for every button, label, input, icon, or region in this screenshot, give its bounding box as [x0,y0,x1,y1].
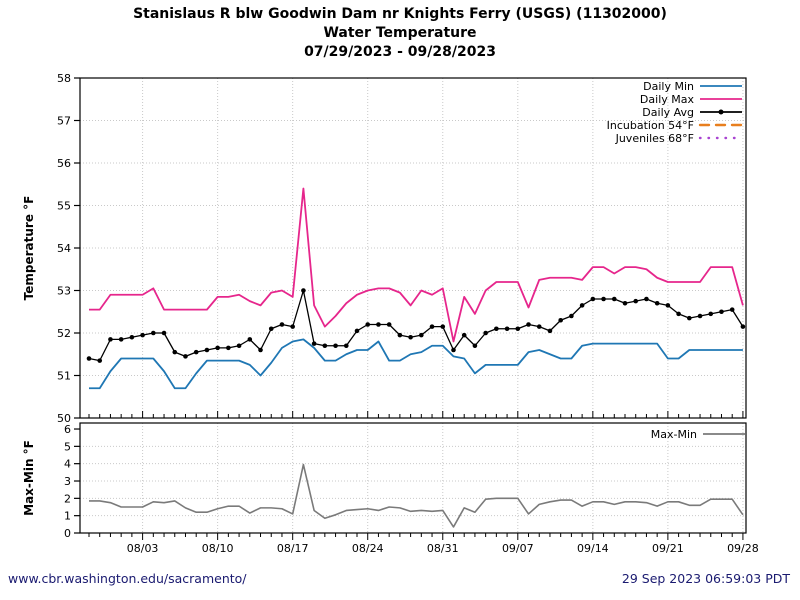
svg-text:08/31: 08/31 [427,542,459,555]
svg-text:51: 51 [57,370,71,383]
svg-text:Temperature °F: Temperature °F [22,196,36,301]
svg-text:4: 4 [64,458,71,471]
svg-text:08/10: 08/10 [202,542,234,555]
svg-text:3: 3 [64,475,71,488]
series-max-min [89,463,744,528]
svg-text:0: 0 [64,527,71,540]
svg-text:50: 50 [57,412,71,425]
series-daily-avg [86,288,746,363]
series-daily-max [89,187,744,343]
svg-text:08/17: 08/17 [277,542,309,555]
chart-title-line2: Water Temperature [323,25,477,41]
chart-title-line1: Stanislaus R blw Goodwin Dam nr Knights … [133,6,667,22]
svg-text:52: 52 [57,327,71,340]
svg-text:Juveniles 68°F: Juveniles 68°F [615,132,694,145]
svg-text:2: 2 [64,492,71,505]
svg-text:53: 53 [57,285,71,298]
legend-maxmin: Max-Min [651,428,745,441]
svg-text:6: 6 [64,423,71,436]
svg-text:08/03: 08/03 [127,542,159,555]
svg-text:58: 58 [57,72,71,85]
chart-title-line3: 07/29/2023 - 09/28/2023 [304,44,496,60]
svg-text:Daily Avg: Daily Avg [642,106,694,119]
svg-text:Max-Min: Max-Min [651,428,697,441]
svg-text:09/28: 09/28 [727,542,759,555]
svg-text:55: 55 [57,200,71,213]
svg-text:54: 54 [57,242,71,255]
svg-text:56: 56 [57,157,71,170]
svg-text:Max-Min °F: Max-Min °F [22,440,36,516]
svg-text:1: 1 [64,510,71,523]
svg-text:09/07: 09/07 [502,542,534,555]
footer-timestamp: 29 Sep 2023 06:59:03 PDT [621,571,790,586]
axis-titles: Temperature °F Max-Min °F [22,196,36,516]
svg-text:09/14: 09/14 [577,542,609,555]
gridlines [80,78,746,533]
svg-text:5: 5 [64,440,71,453]
panel-borders [79,77,747,534]
svg-text:57: 57 [57,115,71,128]
svg-text:Daily Max: Daily Max [640,93,695,106]
svg-text:Incubation 54°F: Incubation 54°F [607,119,694,132]
chart-title: Stanislaus R blw Goodwin Dam nr Knights … [0,5,800,62]
x-axis: 08/03 08/10 08/17 08/24 08/31 09/07 09/14 09/21… [88,411,759,555]
footer-url[interactable]: www.cbr.washington.edu/sacramento/ [8,571,247,586]
svg-text:Daily Min: Daily Min [643,80,694,93]
series-daily-min [89,338,743,390]
svg-text:08/24: 08/24 [352,542,384,555]
svg-text:09/21: 09/21 [652,542,684,555]
